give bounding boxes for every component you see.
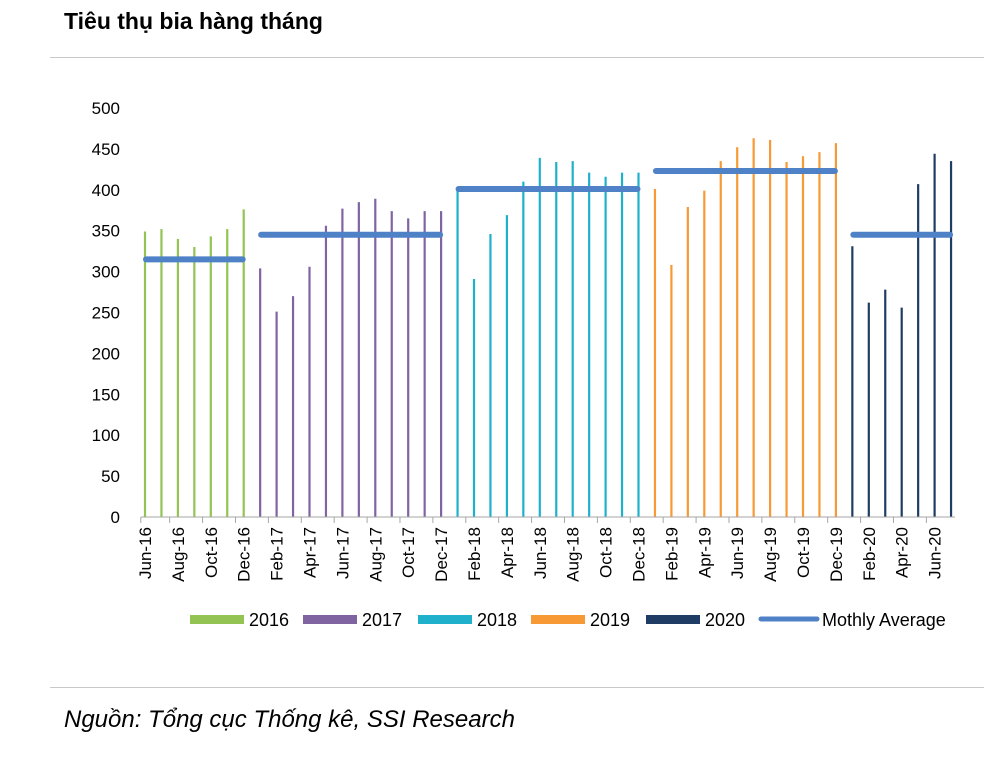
x-tick-label: Jun-20 (926, 527, 945, 579)
x-tick-label: Jun-17 (333, 527, 352, 579)
y-tick-label: 150 (92, 385, 120, 404)
legend-swatch-2017 (303, 615, 357, 624)
y-tick-label: 0 (111, 508, 120, 527)
x-tick-label: Dec-17 (432, 527, 451, 582)
legend-label-2017: 2017 (362, 610, 402, 630)
top-divider (50, 57, 984, 58)
legend-swatch-2018 (418, 615, 472, 624)
x-tick-label: Dec-18 (630, 527, 649, 582)
x-tick-label: Feb-19 (662, 527, 681, 581)
x-tick-label: Oct-16 (202, 527, 221, 578)
legend-label-average: Mothly Average (822, 610, 946, 630)
legend-label-2016: 2016 (249, 610, 289, 630)
chart-title: Tiêu thụ bia hàng tháng (64, 8, 323, 34)
x-tick-label: Feb-17 (268, 527, 287, 581)
x-tick-label: Aug-19 (761, 527, 780, 582)
bottom-divider (50, 687, 984, 688)
x-tick-label: Apr-18 (498, 527, 517, 578)
x-tick-label: Jun-19 (728, 527, 747, 579)
y-tick-label: 350 (92, 222, 120, 241)
y-tick-label: 400 (92, 181, 120, 200)
legend-swatch-2020 (646, 615, 700, 624)
legend-label-2020: 2020 (705, 610, 745, 630)
y-tick-label: 300 (92, 263, 120, 282)
x-tick-label: Jun-18 (531, 527, 550, 579)
y-tick-label: 200 (92, 344, 120, 363)
legend: 2016 2017 2018 2019 2020 Mothly Average (190, 610, 946, 630)
y-tick-label: 500 (92, 99, 120, 118)
legend-swatch-2016 (190, 615, 244, 624)
beer-consumption-chart: 0 50 100 150 200 250 300 350 400 450 500 Jun-16 Aug… (92, 99, 956, 630)
x-tick-label: Aug-17 (366, 527, 385, 582)
x-tick-label: Aug-16 (169, 527, 188, 582)
legend-swatch-2019 (531, 615, 585, 624)
y-tick-label: 50 (101, 467, 120, 486)
y-tick-label: 250 (92, 304, 120, 323)
y-axis: 0 50 100 150 200 250 300 350 400 450 500 (92, 99, 120, 527)
x-tick-label: Aug-18 (564, 527, 583, 582)
x-tick-label: Oct-17 (399, 527, 418, 578)
bars (143, 138, 953, 517)
legend-label-2018: 2018 (477, 610, 517, 630)
average-lines (143, 167, 954, 263)
x-tick-label: Feb-18 (465, 527, 484, 581)
x-tick-label: Feb-20 (860, 527, 879, 581)
x-tick-label: Dec-19 (827, 527, 846, 582)
x-tick-label: Apr-17 (301, 527, 320, 578)
x-tick-label: Jun-16 (136, 527, 155, 579)
x-tick-label: Oct-18 (597, 527, 616, 578)
y-tick-label: 100 (92, 426, 120, 445)
x-tick-label: Oct-19 (794, 527, 813, 578)
y-tick-label: 450 (92, 140, 120, 159)
x-tick-label: Apr-19 (695, 527, 714, 578)
x-tick-label: Apr-20 (893, 527, 912, 578)
x-axis: Jun-16 Aug-16 Oct-16 Dec-16 Feb-17 Apr-17 Jun-… (136, 516, 956, 582)
source-note: Nguồn: Tổng cục Thống kê, SSI Research (64, 706, 515, 733)
legend-label-2019: 2019 (590, 610, 630, 630)
x-tick-label: Dec-16 (235, 527, 254, 582)
